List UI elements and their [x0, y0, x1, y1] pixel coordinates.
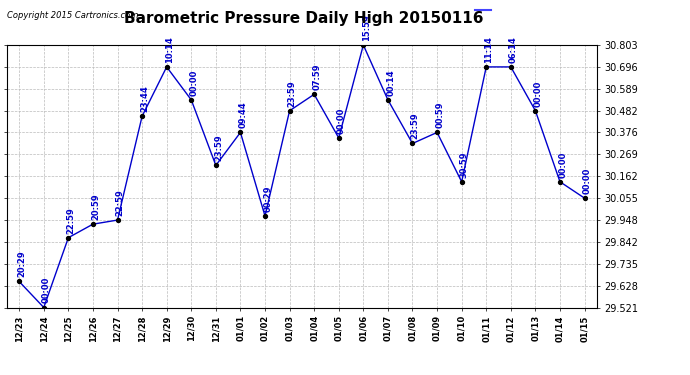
Point — [308, 92, 319, 98]
Text: Pressure  (Inches/Hg): Pressure (Inches/Hg) — [495, 6, 597, 15]
Text: 00:00: 00:00 — [190, 69, 199, 96]
Text: 00:00: 00:00 — [583, 168, 592, 194]
Text: Copyright 2015 Cartronics.com: Copyright 2015 Cartronics.com — [7, 11, 138, 20]
Point — [358, 42, 369, 48]
Text: 20:29: 20:29 — [17, 251, 26, 278]
Point — [555, 179, 566, 185]
Point — [431, 129, 442, 135]
Point — [407, 141, 418, 147]
Point — [259, 213, 270, 219]
Text: 22:59: 22:59 — [67, 207, 76, 234]
Text: 00:59: 00:59 — [435, 102, 444, 128]
Text: 11:14: 11:14 — [484, 36, 493, 63]
Point — [284, 108, 295, 114]
Text: 00:00: 00:00 — [558, 151, 567, 178]
Point — [579, 195, 590, 201]
Text: 23:59: 23:59 — [411, 113, 420, 140]
Text: 00:00: 00:00 — [337, 107, 346, 134]
Point — [112, 217, 123, 223]
Text: 00:14: 00:14 — [386, 69, 395, 96]
Point — [456, 179, 467, 185]
Point — [137, 113, 148, 119]
Text: 07:59: 07:59 — [313, 64, 322, 90]
Text: 09:44: 09:44 — [239, 102, 248, 128]
Text: 23:44: 23:44 — [140, 86, 149, 112]
Point — [38, 304, 49, 310]
Text: 00:00: 00:00 — [42, 277, 51, 303]
Text: 10:14: 10:14 — [165, 36, 174, 63]
Point — [88, 221, 99, 227]
Point — [382, 97, 393, 103]
Point — [161, 64, 172, 70]
Text: 15:59: 15:59 — [362, 14, 371, 41]
Text: 00:00: 00:00 — [533, 80, 542, 106]
Text: 23:59: 23:59 — [214, 135, 223, 161]
Point — [210, 162, 221, 168]
Text: 06:14: 06:14 — [509, 36, 518, 63]
Point — [530, 108, 541, 114]
Text: 20:59: 20:59 — [91, 194, 100, 220]
Point — [481, 64, 492, 70]
Point — [186, 97, 197, 103]
Text: 22:59: 22:59 — [116, 189, 125, 216]
Point — [63, 235, 74, 241]
Point — [14, 279, 25, 285]
Text: Barometric Pressure Daily High 20150116: Barometric Pressure Daily High 20150116 — [124, 11, 484, 26]
Text: 30:59: 30:59 — [460, 151, 469, 178]
Text: 23:59: 23:59 — [288, 80, 297, 106]
Text: 00:29: 00:29 — [264, 185, 273, 212]
Point — [333, 135, 344, 141]
Point — [235, 129, 246, 135]
Point — [505, 64, 516, 70]
